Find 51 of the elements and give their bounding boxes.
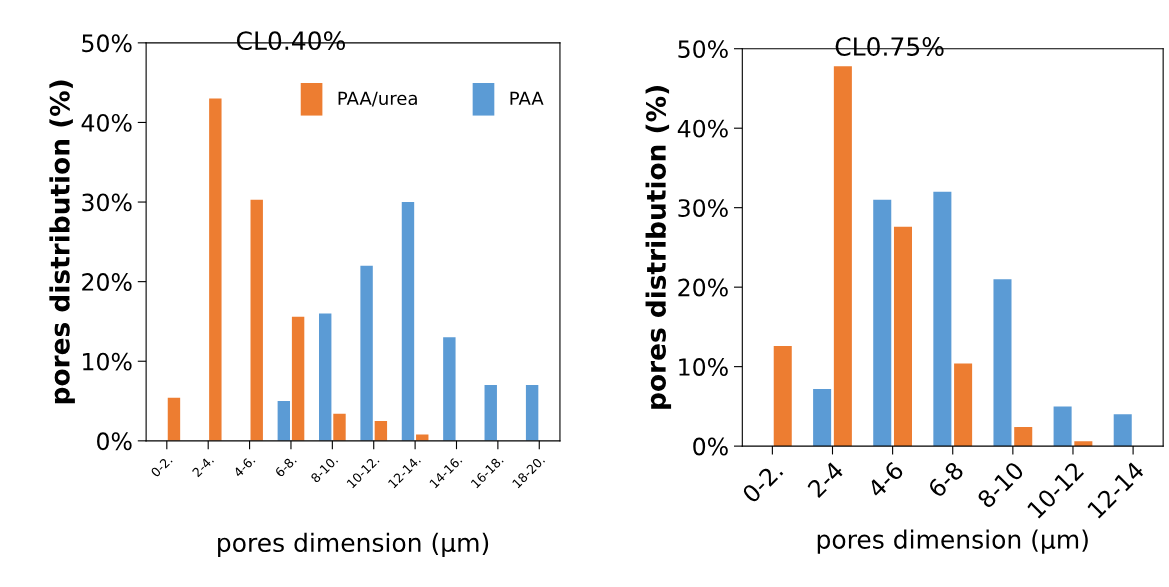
x-tick-label: 2-4.	[191, 455, 214, 478]
bar	[933, 191, 952, 447]
y-tick-label: 40%	[81, 113, 132, 132]
bar	[277, 401, 291, 441]
bar	[1053, 406, 1072, 447]
bar	[416, 434, 429, 441]
y-tick-label: 20%	[678, 278, 728, 297]
x-tick-label: 2-4	[806, 460, 845, 499]
bar	[333, 413, 346, 441]
bar	[893, 226, 912, 447]
bar	[291, 316, 305, 441]
bar	[484, 385, 497, 441]
bar	[833, 66, 852, 447]
x-axis-title: pores dimension (μm)	[218, 532, 489, 557]
y-tick-label: 10%	[83, 352, 132, 371]
y-tick-label: 20%	[82, 273, 132, 291]
x-tick-label: 6-8.	[274, 455, 297, 478]
y-tick-label: 40%	[677, 119, 728, 138]
bar	[525, 385, 539, 441]
y-tick-label: 10%	[679, 358, 728, 376]
bar	[443, 337, 456, 441]
y-tick-label: 50%	[82, 34, 132, 53]
bar	[1113, 414, 1132, 447]
bar	[209, 98, 222, 441]
x-tick-label: 0-2.	[741, 461, 784, 504]
x-axis-title: pores dimension (μm)	[817, 529, 1088, 554]
y-axis-title: pores distribution (%)	[645, 86, 672, 409]
bar	[813, 388, 832, 447]
y-axis-title: pores distribution (%)	[49, 80, 75, 404]
x-tick-label: 6-8	[926, 460, 965, 499]
y-tick-label: 0%	[693, 437, 728, 456]
bar	[250, 199, 263, 441]
legend-label: PAA/urea	[338, 91, 417, 107]
bar	[360, 265, 373, 441]
bar	[773, 345, 792, 447]
bar	[401, 202, 415, 441]
y-tick-label: 30%	[82, 193, 132, 212]
bar	[319, 313, 332, 441]
bar	[374, 420, 388, 441]
x-tick-label: 4-6	[866, 460, 905, 499]
bar	[993, 279, 1012, 447]
bar	[873, 199, 892, 447]
y-tick-label: 0%	[97, 432, 132, 451]
y-tick-label: 50%	[678, 40, 728, 59]
x-tick-label: 0-2.	[150, 455, 173, 478]
bar	[1014, 427, 1033, 447]
bar	[167, 397, 181, 441]
bar	[954, 363, 973, 447]
x-tick-label: 4-6.	[232, 455, 256, 478]
y-tick-label: 30%	[678, 199, 728, 217]
legend-label: PAA	[510, 91, 544, 105]
